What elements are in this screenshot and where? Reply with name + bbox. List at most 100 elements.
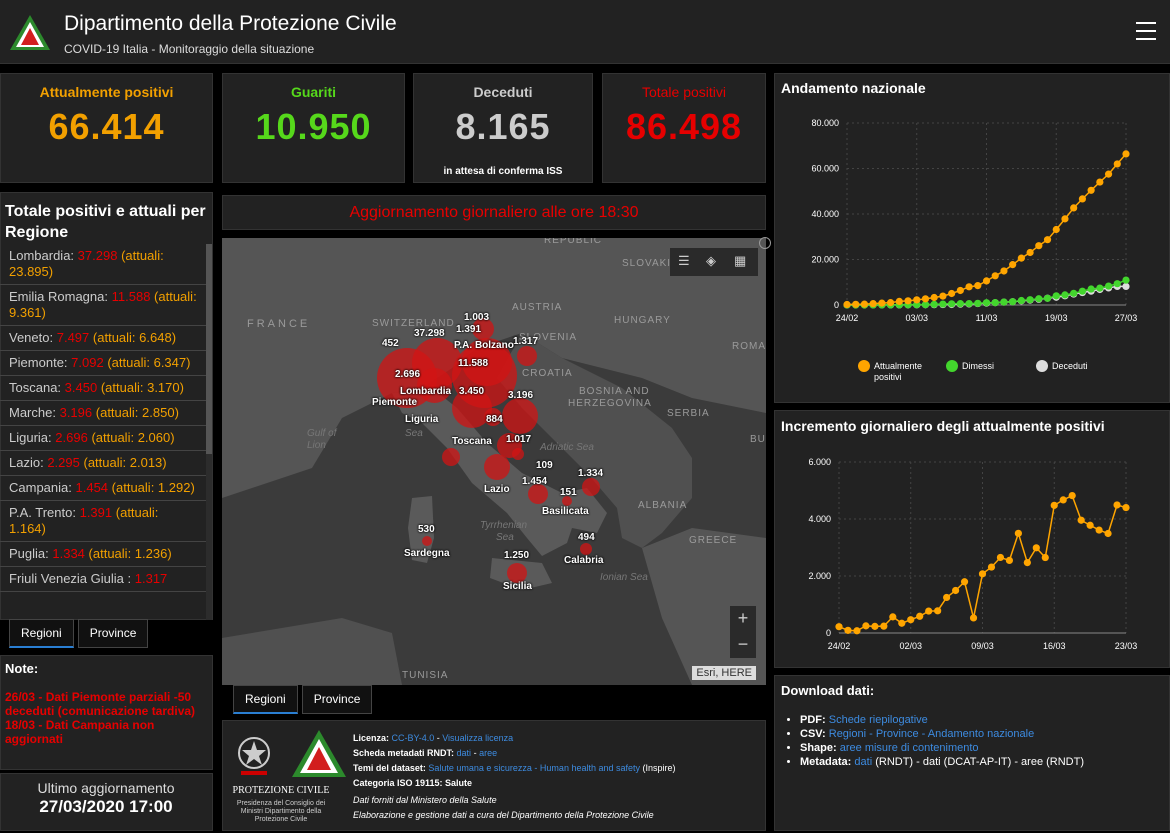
- map-bubble-label: 37.298: [414, 328, 445, 339]
- download-item-label: PDF:: [800, 714, 826, 726]
- download-item-link[interactable]: dati: [854, 756, 873, 768]
- map-bubble[interactable]: [422, 536, 432, 546]
- zoom-out-button[interactable]: −: [737, 634, 749, 654]
- metadata-aree-link[interactable]: aree: [479, 748, 498, 758]
- map-bubble[interactable]: [580, 543, 592, 555]
- map-bubble[interactable]: [417, 368, 452, 403]
- data-point: [1005, 556, 1014, 565]
- download-item-label: CSV:: [800, 728, 826, 740]
- data-point: [880, 622, 888, 630]
- map-bubble-label: 2.696: [395, 369, 421, 380]
- region-list-item[interactable]: Marche: 3.196 (attuali: 2.850): [0, 401, 206, 426]
- data-point: [1122, 276, 1130, 284]
- region-list-item[interactable]: Puglia: 1.334 (attuali: 1.236): [0, 542, 206, 567]
- map-bubble[interactable]: [502, 398, 538, 434]
- region-list[interactable]: Lombardia: 37.298 (attuali: 23.895) Emili…: [0, 244, 206, 620]
- download-list: PDF: Schede riepilogativeCSV: Regioni - …: [800, 714, 1084, 770]
- region-total: 11.588: [111, 289, 151, 304]
- data-point: [982, 299, 991, 307]
- data-point: [1014, 529, 1022, 537]
- map-bubble[interactable]: [582, 478, 600, 496]
- map-bubble[interactable]: [528, 484, 548, 504]
- x-tick-label: 03/03: [905, 313, 928, 323]
- data-point: [886, 299, 895, 307]
- region-attuali: 1.164: [9, 521, 42, 536]
- region-total: 1.454: [75, 480, 109, 495]
- zoom-in-button[interactable]: +: [737, 608, 749, 628]
- map-bubble[interactable]: [472, 318, 494, 340]
- data-point: [1087, 285, 1095, 293]
- x-tick-label: 24/02: [828, 641, 851, 651]
- download-item-link[interactable]: Schede riepilogative: [828, 714, 928, 726]
- region-attuali-suffix: ): [41, 305, 46, 320]
- metadata-dati-link[interactable]: dati: [456, 748, 472, 758]
- map-bubble-label: 1.250: [504, 550, 530, 561]
- region-attuali-suffix: ): [190, 480, 195, 495]
- map-bubble-label: 1.454: [522, 476, 548, 487]
- data-point: [930, 300, 938, 308]
- legend-list-icon[interactable]: ☰: [678, 253, 690, 268]
- region-list-item[interactable]: Toscana: 3.450 (attuali: 3.170): [0, 376, 206, 401]
- tab-province[interactable]: Province: [301, 685, 373, 714]
- stat-value: 86.498: [625, 106, 743, 147]
- region-name: Toscana:: [9, 380, 62, 395]
- expand-icon[interactable]: [759, 237, 771, 249]
- region-list-item[interactable]: Veneto: 7.497 (attuali: 6.648): [0, 326, 206, 351]
- data-point: [974, 299, 982, 307]
- hamburger-menu-icon[interactable]: [1136, 22, 1156, 40]
- download-item: Metadata: dati (RNDT) - dati (DCAT-AP-IT…: [800, 756, 1084, 768]
- map-bubble[interactable]: [484, 454, 510, 480]
- map-bubble[interactable]: [517, 346, 537, 366]
- view-license-link[interactable]: Visualizza licenza: [442, 733, 514, 743]
- region-attuali-prefix: (attuali:: [121, 248, 164, 263]
- map-label-sea: Gulf of: [307, 428, 337, 439]
- tab-regioni[interactable]: Regioni: [233, 685, 298, 714]
- map-bubble[interactable]: [484, 408, 502, 426]
- tab-regioni[interactable]: Regioni: [9, 619, 74, 648]
- download-item-link[interactable]: aree misure di contenimento: [839, 742, 979, 754]
- region-list-item[interactable]: Campania: 1.454 (attuali: 1.292): [0, 476, 206, 501]
- x-tick-label: 09/03: [971, 641, 994, 651]
- map-bubble[interactable]: [562, 496, 572, 506]
- map-bubble[interactable]: [507, 563, 527, 583]
- license-link[interactable]: CC-BY-4.0: [391, 733, 435, 743]
- region-list-item[interactable]: Lombardia: 37.298 (attuali: 23.895): [0, 244, 206, 285]
- region-name: Friuli Venezia Giulia :: [9, 571, 132, 586]
- y-tick-label: 80.000: [811, 118, 839, 128]
- region-name: Campania:: [9, 480, 72, 495]
- italy-map[interactable]: REPUBLIC SLOVAKI FRANCE SWITZERLAND AUST…: [222, 238, 766, 685]
- map-bubble[interactable]: [462, 338, 512, 386]
- map-label-sea: Sea: [405, 428, 423, 439]
- region-list-item[interactable]: Piemonte: 7.092 (attuali: 6.347): [0, 351, 206, 376]
- region-list-scrollbar[interactable]: [206, 244, 212, 620]
- map-label-country: FRANCE: [247, 318, 311, 330]
- map-bubble[interactable]: [512, 448, 524, 460]
- region-attuali: 9.361: [9, 305, 42, 320]
- map-label-country: BU: [750, 434, 766, 445]
- region-total: 3.196: [59, 405, 93, 420]
- metadata-line: Scheda metadati RNDT: dati - aree: [353, 748, 497, 758]
- legend-marker: [858, 360, 870, 372]
- data-point: [960, 578, 969, 586]
- map-bubble-label: Toscana: [452, 436, 492, 447]
- download-item-link[interactable]: Regioni - Province - Andamento nazionale: [828, 728, 1035, 740]
- data-point: [1043, 294, 1052, 302]
- basemap-gallery-icon[interactable]: ▦: [734, 253, 747, 268]
- data-point: [1059, 496, 1067, 504]
- region-list-item[interactable]: Lazio: 2.295 (attuali: 2.013): [0, 451, 206, 476]
- map-label-country: SWITZERLAND: [372, 318, 455, 329]
- map-bubble[interactable]: [442, 448, 460, 466]
- region-total: 7.092: [71, 355, 104, 370]
- region-list-item[interactable]: Emilia Romagna: 11.588 (attuali: 9.361): [0, 285, 206, 326]
- region-list-item[interactable]: Friuli Venezia Giulia : 1.317: [0, 567, 206, 592]
- region-attuali-suffix: ): [170, 430, 175, 445]
- tab-province[interactable]: Province: [77, 619, 149, 648]
- region-list-item[interactable]: P.A. Trento: 1.391 (attuali: 1.164): [0, 501, 206, 542]
- layers-icon[interactable]: ◈: [706, 253, 716, 268]
- region-list-item[interactable]: Liguria: 2.696 (attuali: 2.060): [0, 426, 206, 451]
- data-point: [1068, 492, 1076, 500]
- data-point: [939, 292, 947, 300]
- region-name: Veneto:: [9, 330, 54, 345]
- themes-line: Temi del dataset: Salute umana e sicurez…: [353, 763, 676, 773]
- themes-link[interactable]: Salute umana e sicurezza - Human health …: [428, 763, 640, 773]
